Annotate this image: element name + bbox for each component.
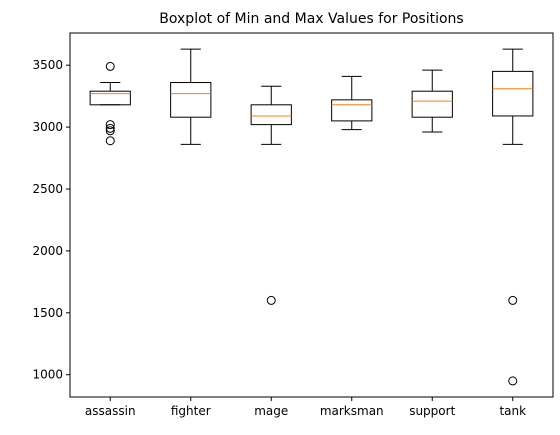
outlier-point xyxy=(105,61,115,71)
y-tick-label: 2000 xyxy=(32,244,63,258)
x-tick-label-marksman: marksman xyxy=(320,404,384,418)
box-marksman xyxy=(331,75,373,131)
y-tick-label: 1500 xyxy=(32,306,63,320)
x-tick-label-tank: tank xyxy=(499,404,526,418)
outlier-point xyxy=(105,136,115,146)
x-tick-label-support: support xyxy=(409,404,455,418)
box-tank xyxy=(492,48,534,386)
plot-frame xyxy=(69,32,554,398)
outlier-point xyxy=(105,123,115,133)
box-support xyxy=(411,69,453,133)
box-fighter xyxy=(170,48,212,145)
outlier-point xyxy=(266,295,276,305)
x-axis: assassin fighter mage marksman support tank xyxy=(85,397,526,418)
box-mage xyxy=(250,85,292,305)
outlier-point xyxy=(105,120,115,130)
y-tick-label: 1000 xyxy=(32,368,63,382)
boxes-group xyxy=(89,48,534,386)
x-tick-label-mage: mage xyxy=(254,404,288,418)
outlier-point xyxy=(508,376,518,386)
iqr-box xyxy=(492,70,534,117)
box-assassin xyxy=(89,61,131,146)
iqr-box xyxy=(411,90,453,118)
x-tick-label-assassin: assassin xyxy=(85,404,136,418)
y-tick-label: 3000 xyxy=(32,120,63,134)
y-axis: 1000 1500 2000 2500 3000 3500 xyxy=(32,58,70,382)
y-tick-label: 3500 xyxy=(32,58,63,72)
iqr-box xyxy=(250,104,292,126)
outlier-point xyxy=(105,126,115,136)
chart-title: Boxplot of Min and Max Values for Positi… xyxy=(159,11,463,27)
iqr-box xyxy=(170,82,212,118)
iqr-box xyxy=(89,90,131,106)
outlier-point xyxy=(508,295,518,305)
iqr-box xyxy=(331,99,373,122)
y-tick-label: 2500 xyxy=(32,182,63,196)
x-tick-label-fighter: fighter xyxy=(171,404,211,418)
